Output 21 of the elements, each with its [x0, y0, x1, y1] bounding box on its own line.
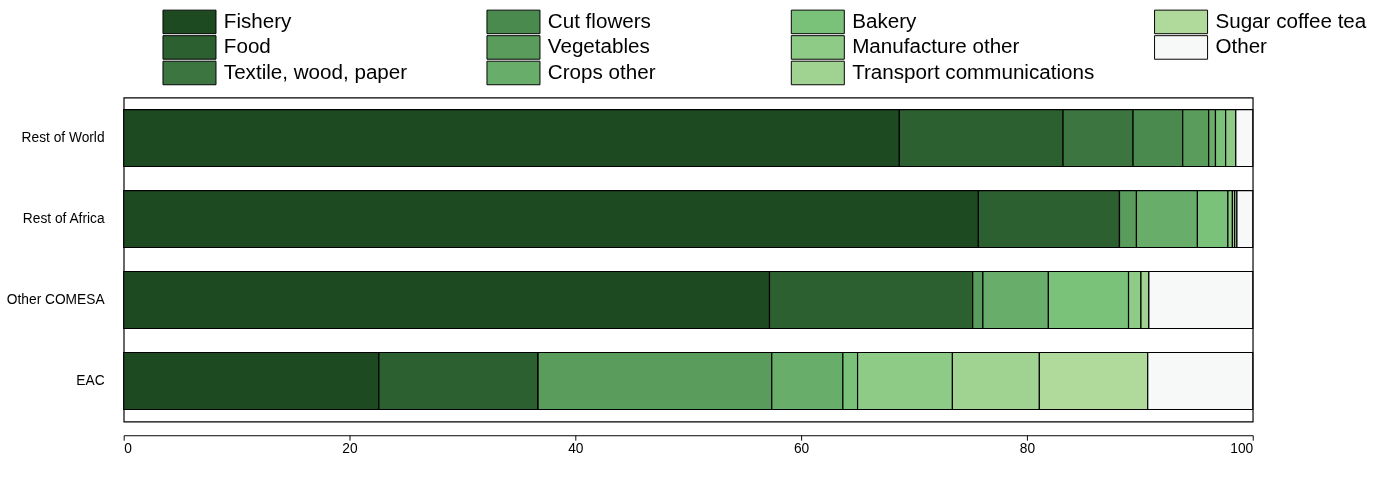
x-tick-label: 60 — [793, 441, 810, 457]
x-tick-label: 0 — [124, 441, 133, 457]
legend-label: Textile, wood, paper — [223, 59, 408, 83]
legend-label: Other — [1215, 34, 1268, 58]
x-tick-label: 20 — [342, 441, 358, 457]
legend-label: Crops other — [547, 59, 656, 83]
legend-label: Fishery — [223, 8, 293, 32]
x-tick-label: 100 — [1230, 441, 1254, 457]
legend-label: Manufacture other — [852, 34, 1020, 58]
y-tick-label: Rest of Africa — [22, 210, 105, 226]
x-tick-label: 80 — [1019, 441, 1036, 457]
legend-label: Bakery — [852, 8, 918, 32]
y-tick-label: Other COMESA — [6, 291, 106, 307]
legend-label: Cut flowers — [547, 8, 651, 32]
legend-label: Transport communications — [852, 59, 1095, 83]
x-tick-label: 40 — [568, 441, 584, 457]
legend-label: Food — [223, 34, 271, 58]
y-tick-label: EAC — [76, 372, 105, 388]
legend-label: Sugar coffee tea — [1215, 8, 1367, 32]
y-tick-label: Rest of World — [21, 129, 105, 145]
legend-label: Vegetables — [547, 34, 650, 58]
